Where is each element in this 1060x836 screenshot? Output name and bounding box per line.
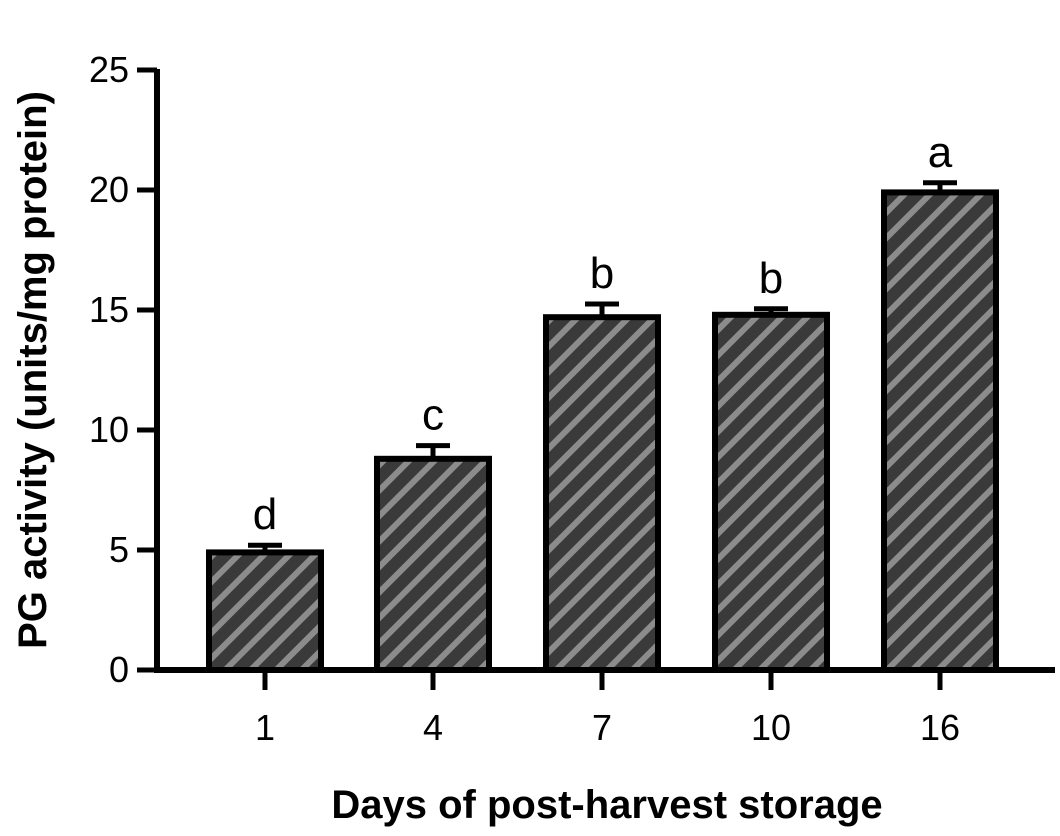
x-axis-title: Days of post-harvest storage xyxy=(331,783,882,827)
y-tick-label: 5 xyxy=(109,529,129,570)
significance-letter: c xyxy=(422,391,444,440)
y-tick-label: 20 xyxy=(89,169,129,210)
x-tick-label: 4 xyxy=(423,707,443,748)
y-tick-label: 15 xyxy=(89,289,129,330)
significance-letter: a xyxy=(928,128,953,177)
bar xyxy=(374,455,492,673)
significance-letter: b xyxy=(590,249,614,298)
y-axis-title: PG activity (units/mg protein) xyxy=(11,91,55,649)
x-tick-label: 16 xyxy=(920,707,960,748)
x-ticks-group: 1 4 7 10 16 xyxy=(255,670,960,748)
significance-letter: b xyxy=(759,254,783,303)
y-tick-label: 10 xyxy=(89,409,129,450)
bar xyxy=(881,189,999,673)
bar xyxy=(712,311,830,673)
bar xyxy=(543,314,661,673)
x-tick-label: 10 xyxy=(751,707,791,748)
x-tick-label: 1 xyxy=(255,707,275,748)
significance-letter: d xyxy=(253,490,277,539)
bar xyxy=(206,549,324,674)
x-tick-label: 7 xyxy=(592,707,612,748)
y-ticks-group: 0 5 10 15 20 25 xyxy=(89,49,157,690)
y-tick-label: 25 xyxy=(89,49,129,90)
bars-group: d c b b a xyxy=(206,128,999,674)
y-tick-label: 0 xyxy=(109,649,129,690)
